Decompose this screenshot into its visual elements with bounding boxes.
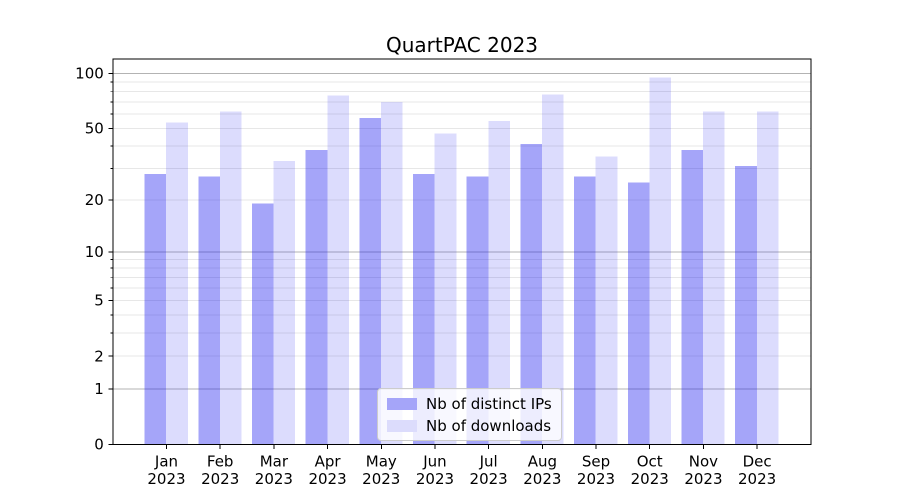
bar-nb-of-downloads-oct	[649, 77, 672, 445]
bar-nb-of-downloads-jul	[488, 120, 510, 445]
bar-nb-of-downloads-apr	[327, 95, 349, 445]
bar-nb-of-distinct-ips-feb	[198, 176, 220, 445]
bar-nb-of-downloads-aug	[542, 94, 564, 445]
bar-nb-of-distinct-ips-jun	[413, 173, 435, 445]
y-tick-label: 5	[94, 292, 104, 310]
legend-swatch-distinct-ips-icon	[387, 397, 417, 410]
legend-label-distinct-ips: Nb of distinct IPs	[426, 394, 552, 413]
bar-nb-of-downloads-may	[380, 101, 403, 445]
bar-nb-of-downloads-nov	[703, 111, 725, 445]
x-tick-label: May 2023	[362, 453, 400, 489]
bar-nb-of-distinct-ips-oct	[627, 182, 650, 445]
bar-nb-of-distinct-ips-dec	[735, 165, 757, 445]
y-tick-label: 0	[94, 436, 104, 454]
y-tick-label: 100	[75, 65, 104, 83]
y-tick-label: 50	[85, 120, 104, 138]
bar-nb-of-downloads-jan	[166, 122, 188, 445]
bar-nb-of-distinct-ips-apr	[305, 150, 328, 445]
x-tick-label: Aug 2023	[523, 453, 561, 489]
bar-nb-of-distinct-ips-jul	[466, 176, 489, 445]
x-tick-label: Jul 2023	[470, 453, 508, 489]
bar-nb-of-downloads-sep	[595, 156, 618, 445]
bar-nb-of-distinct-ips-may	[359, 118, 381, 445]
legend-item-distinct-ips: Nb of distinct IPs	[387, 394, 552, 413]
x-tick-label: Apr 2023	[308, 453, 346, 489]
x-tick-label: Oct 2023	[631, 453, 669, 489]
bar-nb-of-distinct-ips-sep	[574, 176, 596, 445]
x-tick-label: Dec 2023	[738, 453, 776, 489]
x-tick-label: Jan 2023	[147, 453, 185, 489]
bar-nb-of-downloads-jun	[434, 133, 457, 445]
x-tick-label: Mar 2023	[255, 453, 293, 489]
y-tick-label: 10	[85, 243, 104, 261]
bar-nb-of-distinct-ips-jan	[144, 173, 167, 445]
bar-nb-of-distinct-ips-aug	[520, 144, 543, 445]
legend-item-downloads: Nb of downloads	[387, 416, 552, 435]
legend-label-downloads: Nb of downloads	[426, 416, 552, 435]
bar-nb-of-distinct-ips-nov	[681, 150, 704, 445]
x-tick-label: Nov 2023	[684, 453, 722, 489]
y-tick-label: 1	[94, 380, 104, 398]
legend: Nb of distinct IPs Nb of downloads	[377, 388, 562, 441]
bar-nb-of-downloads-dec	[756, 111, 779, 445]
x-tick-label: Jun 2023	[416, 453, 454, 489]
legend-swatch-downloads-icon	[387, 419, 417, 432]
bar-nb-of-distinct-ips-mar	[251, 203, 274, 445]
bar-nb-of-downloads-mar	[273, 161, 296, 445]
bar-nb-of-downloads-feb	[219, 111, 242, 445]
y-tick-label: 20	[85, 191, 104, 209]
x-tick-label: Feb 2023	[201, 453, 239, 489]
x-tick-label: Sep 2023	[577, 453, 615, 489]
y-tick-label: 2	[94, 347, 104, 365]
